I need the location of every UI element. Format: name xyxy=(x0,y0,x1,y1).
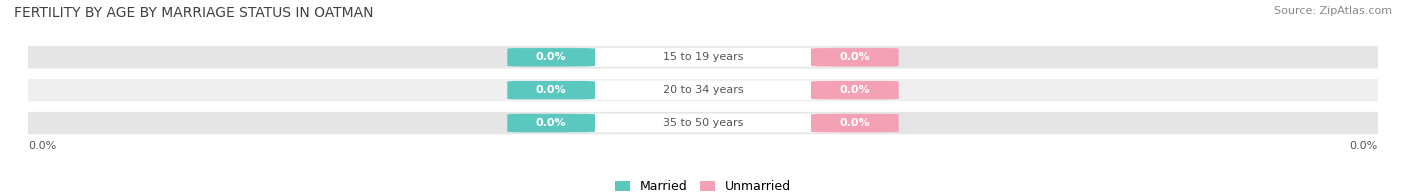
FancyBboxPatch shape xyxy=(8,79,1398,101)
FancyBboxPatch shape xyxy=(508,81,595,99)
Text: FERTILITY BY AGE BY MARRIAGE STATUS IN OATMAN: FERTILITY BY AGE BY MARRIAGE STATUS IN O… xyxy=(14,6,374,20)
FancyBboxPatch shape xyxy=(565,81,841,100)
Text: 0.0%: 0.0% xyxy=(536,118,567,128)
FancyBboxPatch shape xyxy=(811,48,898,66)
FancyBboxPatch shape xyxy=(565,48,841,67)
Text: 0.0%: 0.0% xyxy=(839,118,870,128)
Text: 0.0%: 0.0% xyxy=(839,85,870,95)
Text: 15 to 19 years: 15 to 19 years xyxy=(662,52,744,62)
FancyBboxPatch shape xyxy=(8,46,1398,68)
FancyBboxPatch shape xyxy=(508,114,595,132)
Legend: Married, Unmarried: Married, Unmarried xyxy=(610,175,796,196)
Text: 0.0%: 0.0% xyxy=(536,52,567,62)
FancyBboxPatch shape xyxy=(8,112,1398,134)
Text: Source: ZipAtlas.com: Source: ZipAtlas.com xyxy=(1274,6,1392,16)
Text: 0.0%: 0.0% xyxy=(536,85,567,95)
Text: 20 to 34 years: 20 to 34 years xyxy=(662,85,744,95)
FancyBboxPatch shape xyxy=(811,114,898,132)
FancyBboxPatch shape xyxy=(565,113,841,132)
Text: 0.0%: 0.0% xyxy=(1350,141,1378,151)
Text: 35 to 50 years: 35 to 50 years xyxy=(662,118,744,128)
Text: 0.0%: 0.0% xyxy=(839,52,870,62)
Text: 0.0%: 0.0% xyxy=(28,141,56,151)
FancyBboxPatch shape xyxy=(811,81,898,99)
FancyBboxPatch shape xyxy=(508,48,595,66)
